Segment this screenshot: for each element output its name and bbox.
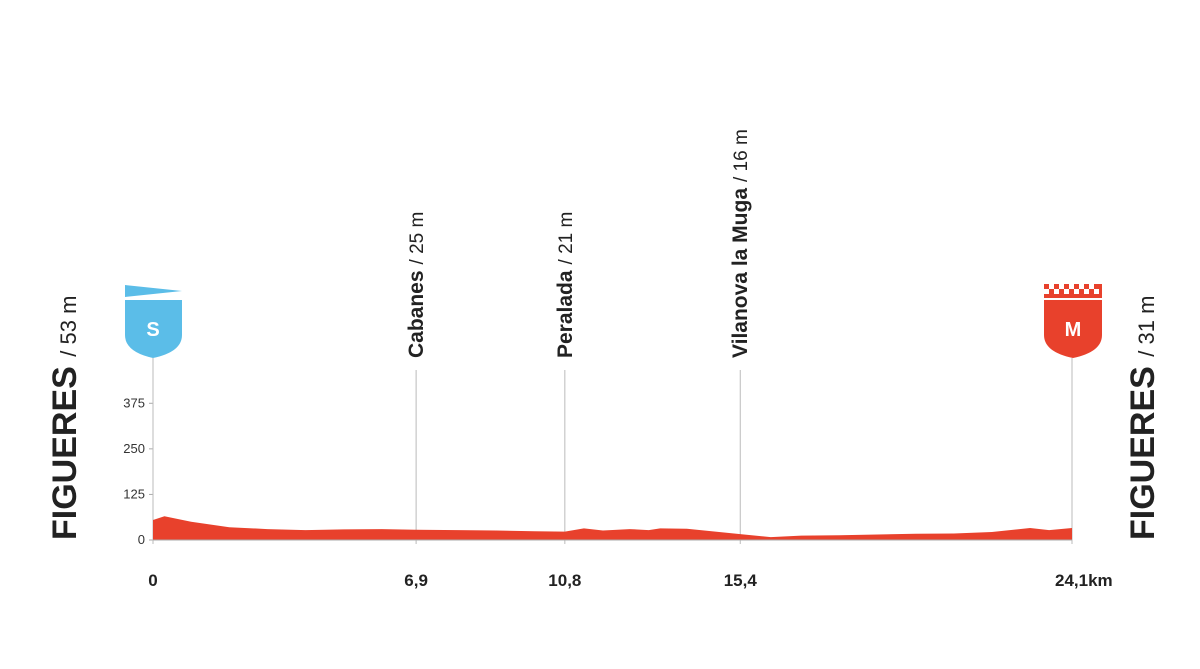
y-tick-label: 375 xyxy=(123,395,145,410)
y-tick-label: 250 xyxy=(123,441,145,456)
place-elevation: / 16 m xyxy=(731,129,752,182)
start-name: FIGUERES xyxy=(46,366,84,540)
place-label: Peralada / 21 m xyxy=(554,212,577,358)
x-tick-label: 10,8 xyxy=(548,571,581,590)
place-elevation: / 21 m xyxy=(556,212,577,265)
start-elevation: / 53 m xyxy=(56,296,81,357)
x-tick-label: 0 xyxy=(148,571,157,590)
x-tick-label: 24,1km xyxy=(1055,571,1113,590)
y-tick-label: 125 xyxy=(123,486,145,501)
finish-icon: M xyxy=(1044,284,1102,358)
y-tick-label: 0 xyxy=(138,532,145,547)
start-icon: S xyxy=(125,285,182,358)
finish-elevation: / 31 m xyxy=(1134,296,1159,357)
x-tick-label: 6,9 xyxy=(404,571,428,590)
start-label: FIGUERES / 53 m xyxy=(46,296,84,540)
place-name: Peralada xyxy=(554,270,577,358)
finish-label: FIGUERES / 31 m xyxy=(1124,296,1162,540)
finish-name: FIGUERES xyxy=(1124,366,1162,540)
place-name: Cabanes xyxy=(405,270,428,358)
place-name: Vilanova la Muga xyxy=(729,188,752,358)
x-tick-label: 15,4 xyxy=(724,571,758,590)
place-label: Vilanova la Muga / 16 m xyxy=(729,129,752,358)
start-icon-letter: S xyxy=(146,319,159,341)
finish-icon-letter: M xyxy=(1065,319,1082,341)
place-elevation: / 25 m xyxy=(407,212,428,265)
elevation-area xyxy=(153,516,1072,540)
place-label: Cabanes / 25 m xyxy=(405,212,428,358)
